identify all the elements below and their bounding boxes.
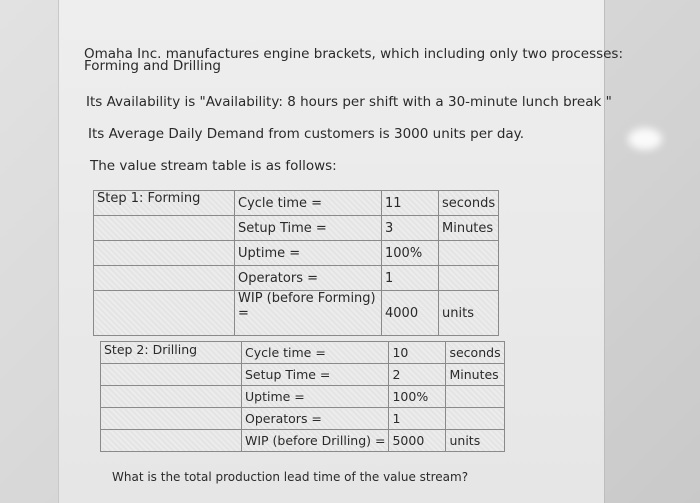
- parameter-value: 2: [388, 363, 447, 386]
- parameter-value: 100%: [381, 240, 439, 266]
- step-cell: [93, 240, 235, 266]
- parameter-value: 11: [381, 190, 439, 216]
- step-cell: [100, 429, 242, 452]
- step-cell: Step 2: Drilling: [100, 341, 242, 364]
- drilling-table: Step 2: Drilling Cycle time = 10 seconds Set…: [100, 341, 506, 452]
- table-row: WIP (before Drilling) = 5000 units: [100, 429, 506, 452]
- table-row: Setup Time = 3 Minutes: [93, 215, 500, 241]
- question-text: What is the total production lead time o…: [112, 470, 469, 484]
- parameter-label: Setup Time =: [234, 215, 382, 241]
- parameter-label: Uptime =: [240, 385, 390, 408]
- parameter-unit: seconds: [445, 341, 506, 364]
- parameter-unit: units: [445, 429, 506, 452]
- parameter-value: 3: [381, 215, 439, 241]
- parameter-value: 100%: [388, 385, 447, 408]
- table-row: Setup Time = 2 Minutes: [100, 363, 506, 386]
- parameter-unit: Minutes: [437, 215, 500, 241]
- parameter-label: WIP (before Forming) =: [234, 290, 382, 336]
- parameter-unit: [445, 407, 506, 430]
- parameter-unit: [437, 265, 500, 291]
- step-cell: [93, 215, 235, 241]
- parameter-value: 4000: [381, 290, 439, 336]
- table-row: Operators = 1: [100, 407, 506, 430]
- table-row: Operators = 1: [93, 265, 500, 291]
- parameter-value: 10: [388, 341, 447, 364]
- table-row: Uptime = 100%: [100, 385, 506, 408]
- table-row: Uptime = 100%: [93, 240, 500, 266]
- step-cell: [93, 290, 235, 336]
- forming-table: Step 1: Forming Cycle time = 11 seconds Setu…: [93, 190, 500, 336]
- parameter-unit: Minutes: [445, 363, 506, 386]
- step-cell: [100, 385, 242, 408]
- step-cell: Step 1: Forming: [93, 190, 235, 216]
- parameter-value: 5000: [388, 429, 447, 452]
- parameter-value: 1: [381, 265, 439, 291]
- parameter-label: Operators =: [234, 265, 382, 291]
- parameter-unit: seconds: [437, 190, 500, 216]
- table-row: Step 1: Forming Cycle time = 11 seconds: [93, 190, 500, 216]
- table-row: WIP (before Forming) = 4000 units: [93, 290, 500, 336]
- intro-text: Omaha Inc. manufactures engine brackets,…: [84, 46, 624, 62]
- step-cell: [100, 363, 242, 386]
- parameter-value: 1: [388, 407, 447, 430]
- step-cell: [93, 265, 235, 291]
- parameter-label: WIP (before Drilling) =: [240, 429, 390, 452]
- availability-text: Its Availability is "Availability: 8 hou…: [86, 94, 612, 110]
- parameter-label: Cycle time =: [240, 341, 390, 364]
- parameter-label: Cycle time =: [234, 190, 382, 216]
- table-intro-text: The value stream table is as follows:: [90, 158, 337, 174]
- parameter-label: Setup Time =: [240, 363, 390, 386]
- screen-glare: [628, 128, 662, 150]
- parameter-unit: [445, 385, 506, 408]
- table-row: Step 2: Drilling Cycle time = 10 seconds: [100, 341, 506, 364]
- step-cell: [100, 407, 242, 430]
- parameter-label: Uptime =: [234, 240, 382, 266]
- intro-text-2: Forming and Drilling: [84, 58, 221, 74]
- parameter-unit: [437, 240, 500, 266]
- parameter-label: Operators =: [240, 407, 390, 430]
- parameter-unit: units: [437, 290, 500, 336]
- demand-text: Its Average Daily Demand from customers …: [88, 126, 525, 142]
